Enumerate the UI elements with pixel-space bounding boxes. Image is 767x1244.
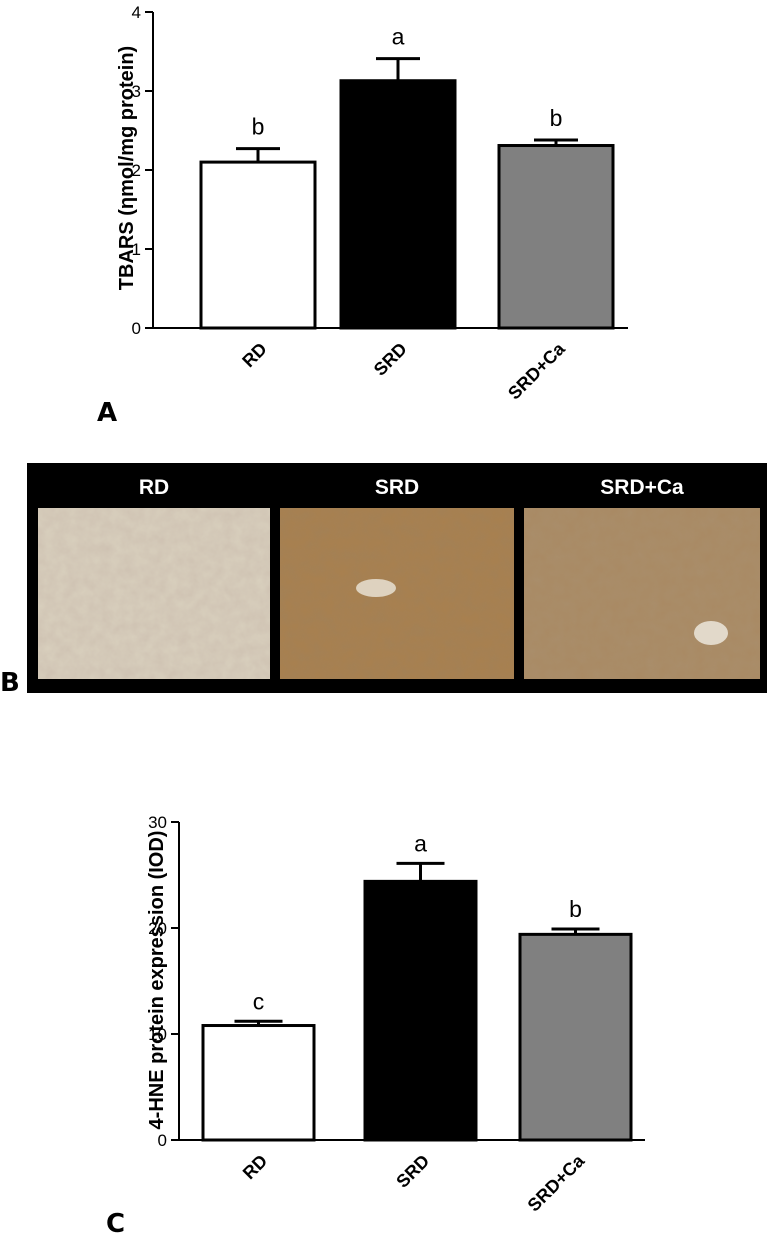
tbars-y-tick-label: 3 xyxy=(132,82,141,101)
micrograph-label-srd-ca: SRD+Ca xyxy=(600,476,684,499)
hne-significance-2: b xyxy=(569,896,582,922)
tbars-significance-1: a xyxy=(392,24,405,50)
hne-bar-1 xyxy=(363,879,478,1142)
tbars-category-labels: RD SRD SRD+Ca xyxy=(238,338,569,403)
hne-y-tick-label: 0 xyxy=(158,1131,167,1150)
hne-significance-labels: c a b xyxy=(253,830,582,1014)
micrograph-srd-vessel xyxy=(356,579,396,597)
micrograph-srd-ca xyxy=(524,508,760,679)
hne-category-0: RD xyxy=(239,1151,272,1184)
hne-significance-1: a xyxy=(414,830,427,856)
hne-y-tick-label: 10 xyxy=(148,1025,167,1044)
micrograph-label-rd: RD xyxy=(139,476,169,499)
hne-y-ticks: 0 10 20 30 xyxy=(148,813,179,1150)
hne-bar-0 xyxy=(201,1024,316,1142)
tbars-bar-0 xyxy=(199,160,317,330)
tbars-y-ticks: 0 1 2 3 4 xyxy=(132,3,153,338)
tbars-bar-1 xyxy=(339,79,457,330)
tbars-chart: 0 1 2 3 4 RD SRD SRD+Ca b a b TBARS (ηmol/mg pro… xyxy=(116,3,628,403)
tbars-y-tick-label: 4 xyxy=(132,3,141,22)
tbars-bars xyxy=(199,79,615,330)
hne-category-labels: RD SRD SRD+Ca xyxy=(239,1150,589,1215)
micrograph-panel: RD SRD SRD+Ca xyxy=(27,463,767,693)
micrograph-srd-ca-vessel xyxy=(694,621,728,645)
micrograph-srd-ca-texture xyxy=(524,508,760,679)
hne-category-1: SRD xyxy=(392,1151,433,1192)
hne-y-tick-label: 30 xyxy=(148,813,167,832)
tbars-significance-2: b xyxy=(550,105,563,131)
hne-chart: 0 10 20 30 RD SRD SRD+Ca c a b 4-HNE protein ex… xyxy=(146,813,645,1215)
tbars-category-2: SRD+Ca xyxy=(504,338,569,403)
panel-letter-a: A xyxy=(97,398,117,428)
tbars-y-axis-title: TBARS (ηmol/mg protein) xyxy=(116,46,138,290)
hne-y-tick-label: 20 xyxy=(148,919,167,938)
hne-error-bars xyxy=(234,861,600,1026)
panel-letter-b: B xyxy=(0,668,20,698)
hne-category-2: SRD+Ca xyxy=(524,1150,589,1215)
micrograph-srd xyxy=(280,508,514,679)
panel-letter-c: C xyxy=(106,1209,125,1239)
tbars-category-1: SRD xyxy=(370,339,411,380)
micrograph-rd-texture xyxy=(38,508,270,679)
hne-y-axis-title: 4-HNE protein expression (IOD) xyxy=(146,831,168,1130)
tbars-y-tick-label: 0 xyxy=(132,319,141,338)
micrograph-label-srd: SRD xyxy=(375,476,419,499)
micrograph-srd-texture xyxy=(280,508,514,679)
tbars-error-bars xyxy=(236,57,578,163)
tbars-category-0: RD xyxy=(238,339,271,372)
hne-bar-2 xyxy=(518,932,633,1142)
tbars-significance-0: b xyxy=(252,114,265,140)
tbars-y-tick-label: 1 xyxy=(132,240,141,259)
tbars-y-tick-label: 2 xyxy=(132,161,141,180)
tbars-significance-labels: b a b xyxy=(252,24,563,140)
micrograph-rd xyxy=(38,508,270,679)
tbars-bar-2 xyxy=(497,144,615,330)
hne-significance-0: c xyxy=(253,988,265,1014)
hne-bars xyxy=(201,879,633,1142)
